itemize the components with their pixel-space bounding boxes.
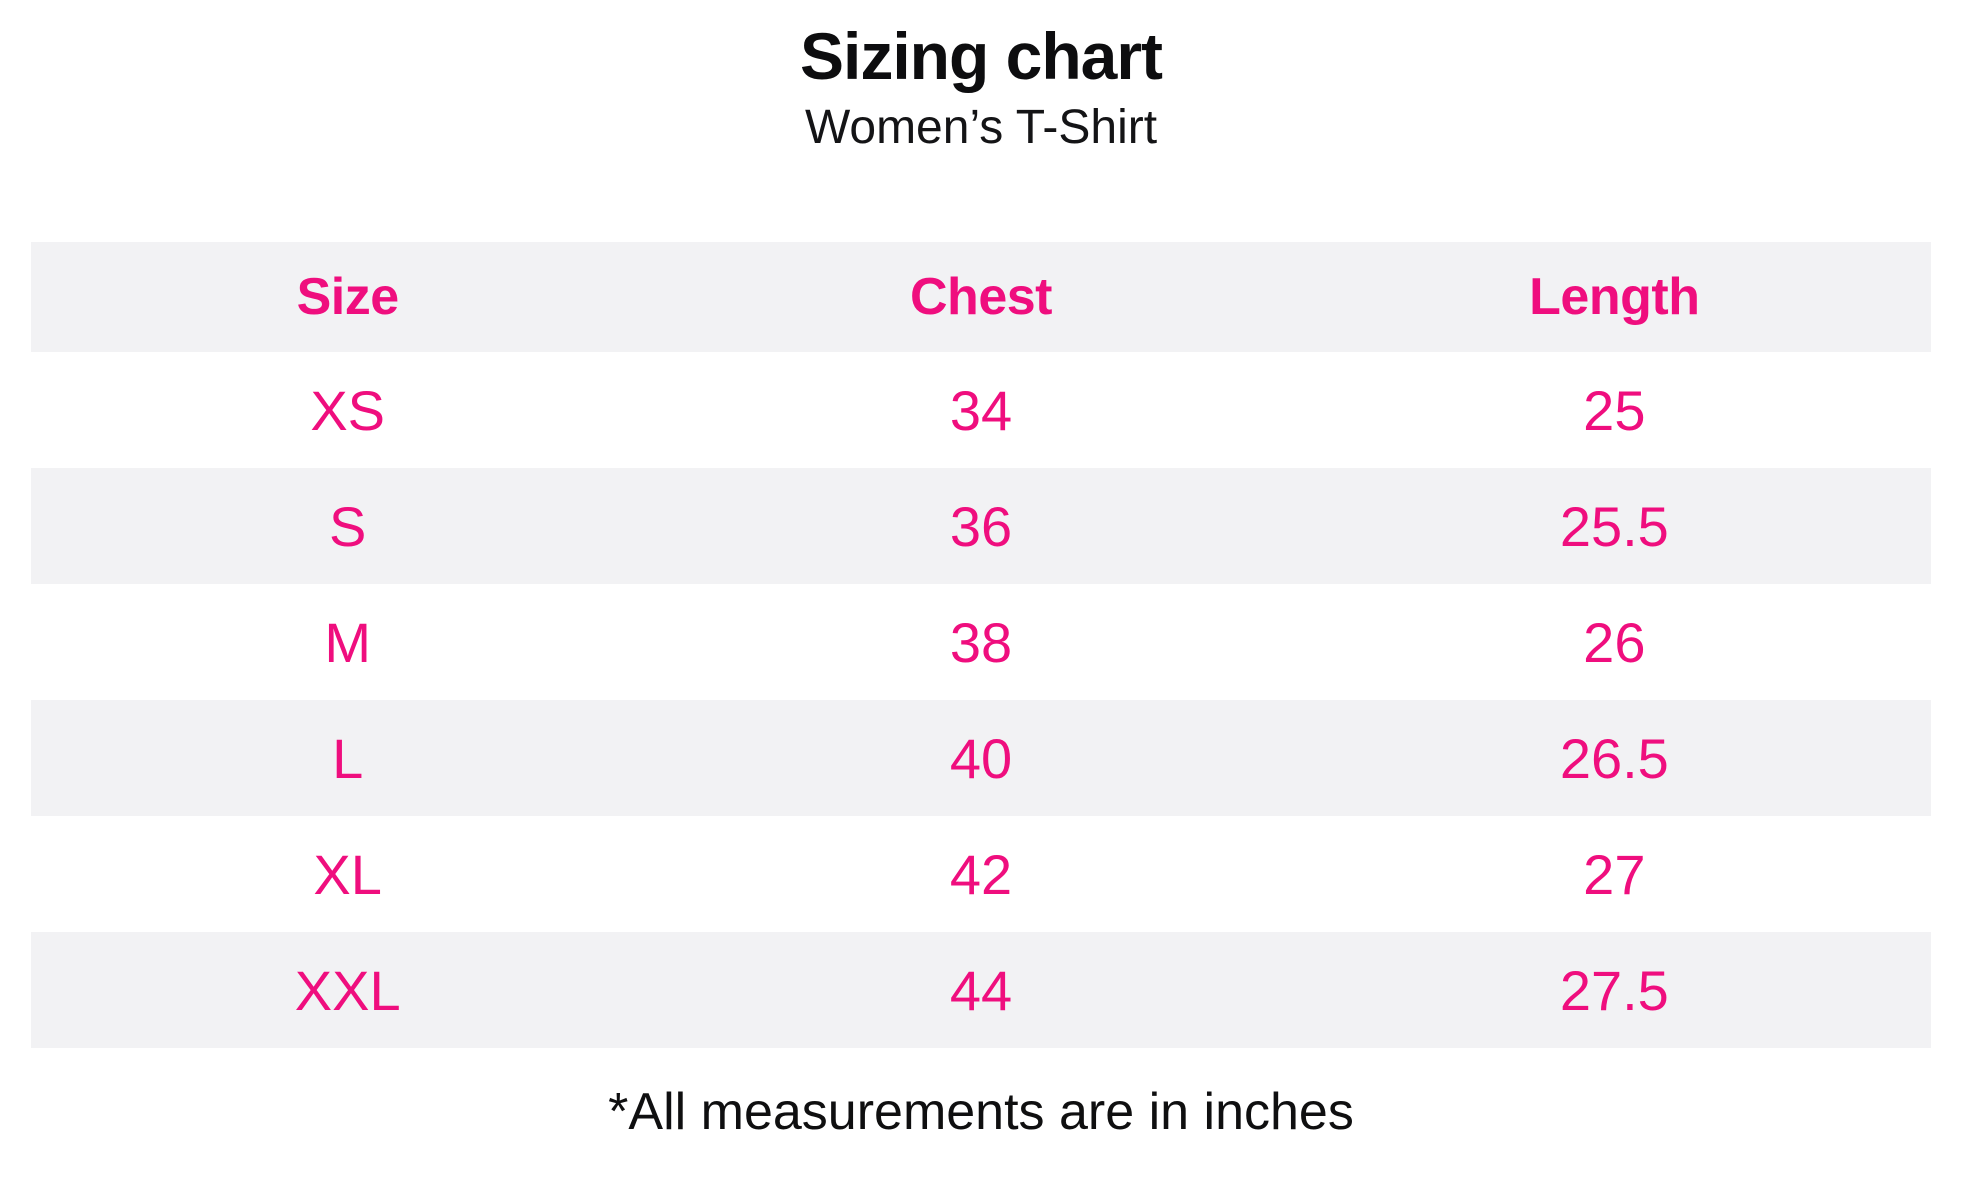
size-value: XXL xyxy=(294,958,401,1022)
chest-value: 40 xyxy=(949,726,1013,790)
size-value: M xyxy=(324,610,371,674)
page-title: Sizing chart xyxy=(799,19,1163,93)
chest-value: 44 xyxy=(949,958,1013,1022)
table-row-xxl: XXL 44 27.5 xyxy=(31,932,1931,1048)
page-subtitle: Women’s T-Shirt xyxy=(804,101,1158,154)
size-value: XS xyxy=(310,378,386,442)
length-value: 25.5 xyxy=(1559,494,1669,558)
chest-value: 34 xyxy=(949,378,1013,442)
length-value: 25 xyxy=(1583,378,1646,442)
table-row-m: M 38 26 xyxy=(31,584,1931,700)
length-value: 26 xyxy=(1583,610,1646,674)
column-header-length: Length xyxy=(1529,268,1700,326)
size-value: L xyxy=(332,726,364,790)
table-row-l: L 40 26.5 xyxy=(31,700,1931,816)
length-value: 26.5 xyxy=(1559,726,1669,790)
measurements-footnote: *All measurements are in inches xyxy=(608,1083,1354,1141)
chest-value: 42 xyxy=(949,842,1013,906)
chest-value: 38 xyxy=(949,610,1013,674)
table-row-xs: XS 34 25 xyxy=(31,352,1931,468)
column-header-size: Size xyxy=(296,268,400,326)
length-value: 27.5 xyxy=(1559,958,1669,1022)
chest-value: 36 xyxy=(949,494,1013,558)
size-value: XL xyxy=(313,842,382,906)
table-header-row: Size Chest Length xyxy=(31,242,1931,352)
table-row-xl: XL 42 27 xyxy=(31,816,1931,932)
size-value: S xyxy=(328,494,367,558)
sizing-table: Size Chest Length XS 34 25 S 36 25.5 M 3… xyxy=(31,242,1931,1048)
table-row-s: S 36 25.5 xyxy=(31,468,1931,584)
column-header-chest: Chest xyxy=(910,268,1052,326)
length-value: 27 xyxy=(1583,842,1646,906)
